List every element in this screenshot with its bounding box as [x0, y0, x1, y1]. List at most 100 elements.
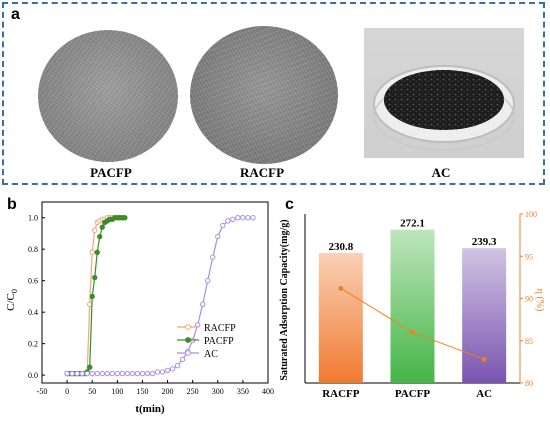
chart-b-ylabel: C/C0 [5, 289, 19, 311]
data-point-pacfp [99, 224, 105, 230]
data-point-ac [205, 277, 211, 284]
data-point-ac [154, 369, 161, 375]
eta-point [481, 356, 487, 362]
data-point-ac [179, 356, 186, 363]
right-y-tick-label: 90 [525, 295, 533, 304]
breakthrough-curve-chart: -50 0 50 100 150 200 250 300 350 400 0.0 0.2 0.4 0.6 0… [5, 201, 274, 415]
petri-dish-image [373, 65, 515, 151]
chart-c-right-ylabel: η (%) [534, 289, 545, 312]
panel-a-letter: a [11, 6, 20, 23]
x-tick-label: -50 [37, 387, 48, 396]
bar-value-label-racfp: 230.8 [328, 241, 353, 253]
data-point-ac [124, 370, 131, 377]
legend-label-pacfp: PACFP [204, 336, 234, 347]
y-tick-label: 0.0 [28, 371, 38, 380]
data-point-ac [200, 301, 206, 308]
data-point-ac [129, 370, 136, 377]
data-point-pacfp [97, 233, 103, 240]
data-point-pacfp [89, 293, 95, 300]
bar-ac [462, 248, 507, 383]
data-point-ac [169, 366, 176, 372]
data-point-ac [74, 370, 80, 377]
series-line-ac [67, 217, 253, 375]
x-tick-label: 100 [111, 387, 123, 396]
data-point-ac [134, 370, 141, 377]
data-point-pacfp [122, 215, 128, 221]
chart-c-left-ylabel: Saturated Adsorption Capacity(mg/g) [279, 219, 290, 380]
x-tick-label: 350 [237, 387, 249, 396]
right-y-tick-label: 100 [525, 210, 537, 219]
data-point-ac [210, 254, 216, 260]
panel-b-letter: b [7, 196, 17, 213]
category-label-pacfp: PACFP [395, 388, 431, 400]
data-point-racfp [87, 301, 93, 308]
legend-label-racfp: RACFP [204, 323, 236, 334]
pacfp-sample-photo [38, 30, 178, 162]
panel-c-letter: c [285, 196, 294, 213]
data-point-ac [139, 370, 146, 377]
data-point-racfp [89, 249, 95, 256]
x-tick-label: 300 [212, 387, 224, 396]
data-point-pacfp [87, 364, 93, 370]
legend-label-ac: AC [204, 349, 218, 360]
data-point-ac [215, 233, 221, 240]
x-tick-label: 200 [162, 387, 174, 396]
data-point-ac [99, 370, 105, 377]
data-point-ac [119, 370, 126, 377]
y-tick-label: 0.2 [28, 340, 38, 349]
pacfp-photo-label: PACFP [90, 165, 132, 180]
data-point-ac [84, 370, 90, 377]
data-point-ac [194, 322, 201, 328]
chart-b-plot-frame [41, 201, 269, 384]
x-tick-label: 400 [262, 387, 274, 396]
eta-point [338, 285, 344, 291]
y-tick-label: 0.8 [28, 245, 38, 254]
data-point-ac [250, 215, 256, 221]
y-tick-label: 1.0 [28, 214, 38, 223]
ac-sample-photo [364, 28, 524, 158]
eta-point [410, 329, 415, 335]
category-label-racfp: RACFP [322, 388, 360, 400]
category-label-ac: AC [476, 388, 492, 400]
ac-photo-label: AC [431, 165, 451, 180]
chart-b-xlabel: t(min) [135, 403, 165, 415]
racfp-sample-photo [190, 26, 338, 164]
data-point-pacfp [92, 274, 98, 281]
data-point-ac [89, 370, 95, 377]
right-y-tick-label: 95 [525, 252, 533, 261]
data-point-racfp [92, 227, 98, 234]
data-point-ac [235, 215, 241, 221]
data-point-ac [159, 369, 166, 375]
data-point-ac [64, 370, 70, 377]
legend-marker-ac [185, 350, 191, 356]
data-point-ac [240, 215, 246, 221]
data-point-ac [79, 370, 85, 377]
data-point-ac [245, 215, 251, 221]
data-point-ac [109, 370, 116, 377]
x-tick-label: 150 [136, 387, 148, 396]
legend-marker-pacfp [185, 337, 191, 343]
bar-racfp [318, 252, 363, 383]
data-point-ac [220, 222, 226, 229]
panel-a-frame: a PACFP RACFP AC [2, 2, 545, 185]
legend-marker-racfp [185, 324, 191, 330]
right-y-tick-label: 85 [525, 337, 533, 346]
data-point-pacfp [94, 249, 100, 256]
y-tick-label: 0.6 [28, 277, 38, 286]
right-y-tick-label: 80 [525, 379, 533, 388]
data-point-ac [114, 370, 121, 377]
data-point-ac [69, 370, 75, 377]
data-point-ac [225, 218, 231, 224]
data-point-ac [174, 362, 181, 369]
x-tick-label: 0 [65, 387, 69, 396]
data-point-ac [230, 216, 236, 223]
data-point-ac [104, 370, 110, 377]
x-tick-label: 250 [187, 387, 199, 396]
data-point-ac [164, 367, 171, 374]
y-tick-label: 0.4 [28, 308, 38, 317]
x-tick-label: 50 [88, 387, 96, 396]
bar-value-label-pacfp: 272.1 [400, 218, 425, 230]
bar-value-label-ac: 239.3 [472, 236, 497, 248]
data-point-ac [144, 370, 151, 377]
racfp-photo-label: RACFP [239, 165, 285, 180]
